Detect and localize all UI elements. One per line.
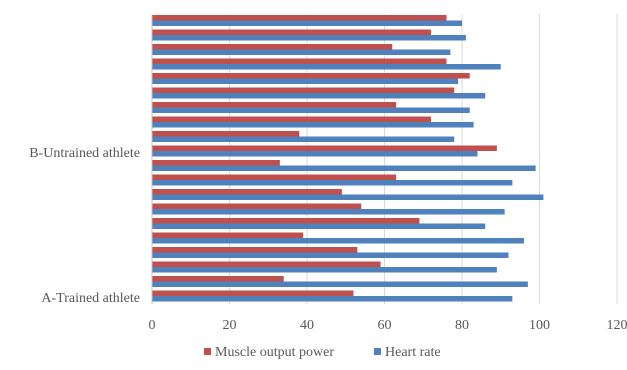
bar-heart-rate-3	[152, 253, 509, 259]
bar-muscle-output-power-3	[152, 247, 357, 253]
bar-heart-rate-12	[152, 122, 474, 128]
x-tick-label: 40	[300, 318, 314, 333]
x-tick-label: 100	[529, 318, 550, 333]
bar-muscle-output-power-15	[152, 73, 470, 79]
bar-muscle-output-power-19	[152, 15, 447, 21]
bar-heart-rate-5	[152, 224, 485, 230]
bar-muscle-output-power-1	[152, 276, 284, 282]
x-tick-label: 20	[223, 318, 237, 333]
bar-heart-rate-14	[152, 93, 485, 99]
bar-heart-rate-7	[152, 195, 543, 201]
bar-muscle-output-power-2	[152, 262, 381, 268]
bar-heart-rate-13	[152, 108, 470, 114]
legend-swatch-0	[204, 348, 211, 355]
gridlines	[152, 14, 617, 304]
x-tick-label: 60	[378, 318, 392, 333]
bar-heart-rate-16	[152, 64, 501, 70]
category-label-0: A-Trained athlete	[41, 291, 140, 306]
bar-heart-rate-1	[152, 282, 528, 288]
bar-heart-rate-4	[152, 238, 524, 244]
bar-muscle-output-power-18	[152, 30, 431, 36]
bar-muscle-output-power-7	[152, 189, 342, 195]
bar-heart-rate-11	[152, 137, 454, 143]
bar-heart-rate-8	[152, 180, 512, 186]
x-tick-label: 80	[455, 318, 469, 333]
bar-muscle-output-power-11	[152, 131, 299, 137]
bar-heart-rate-15	[152, 79, 458, 85]
bar-heart-rate-2	[152, 267, 497, 273]
bar-muscle-output-power-8	[152, 175, 396, 181]
x-tick-label: 0	[149, 318, 156, 333]
bar-heart-rate-9	[152, 166, 536, 172]
bar-heart-rate-6	[152, 209, 505, 215]
bar-muscle-output-power-17	[152, 44, 392, 50]
bar-heart-rate-18	[152, 35, 466, 41]
legend-label-1: Heart rate	[385, 345, 441, 360]
legend: Muscle output power Heart rate	[204, 345, 441, 360]
legend-swatch-1	[374, 348, 381, 355]
bar-heart-rate-0	[152, 296, 512, 302]
bar-heart-rate-17	[152, 50, 450, 56]
bar-heart-rate-19	[152, 21, 462, 27]
category-label-1: B-Untrained athlete	[29, 146, 140, 161]
bar-muscle-output-power-16	[152, 59, 447, 65]
bar-muscle-output-power-4	[152, 233, 303, 239]
bar-heart-rate-10	[152, 151, 478, 157]
bar-muscle-output-power-0	[152, 291, 354, 297]
bar-muscle-output-power-10	[152, 146, 497, 152]
legend-label-0: Muscle output power	[215, 345, 334, 360]
bar-muscle-output-power-5	[152, 218, 419, 224]
x-tick-label: 120	[607, 318, 627, 333]
bar-muscle-output-power-9	[152, 160, 280, 166]
bar-muscle-output-power-14	[152, 88, 454, 94]
bar-muscle-output-power-12	[152, 117, 431, 123]
bars	[152, 15, 543, 302]
bar-muscle-output-power-6	[152, 204, 361, 210]
bar-muscle-output-power-13	[152, 102, 396, 108]
